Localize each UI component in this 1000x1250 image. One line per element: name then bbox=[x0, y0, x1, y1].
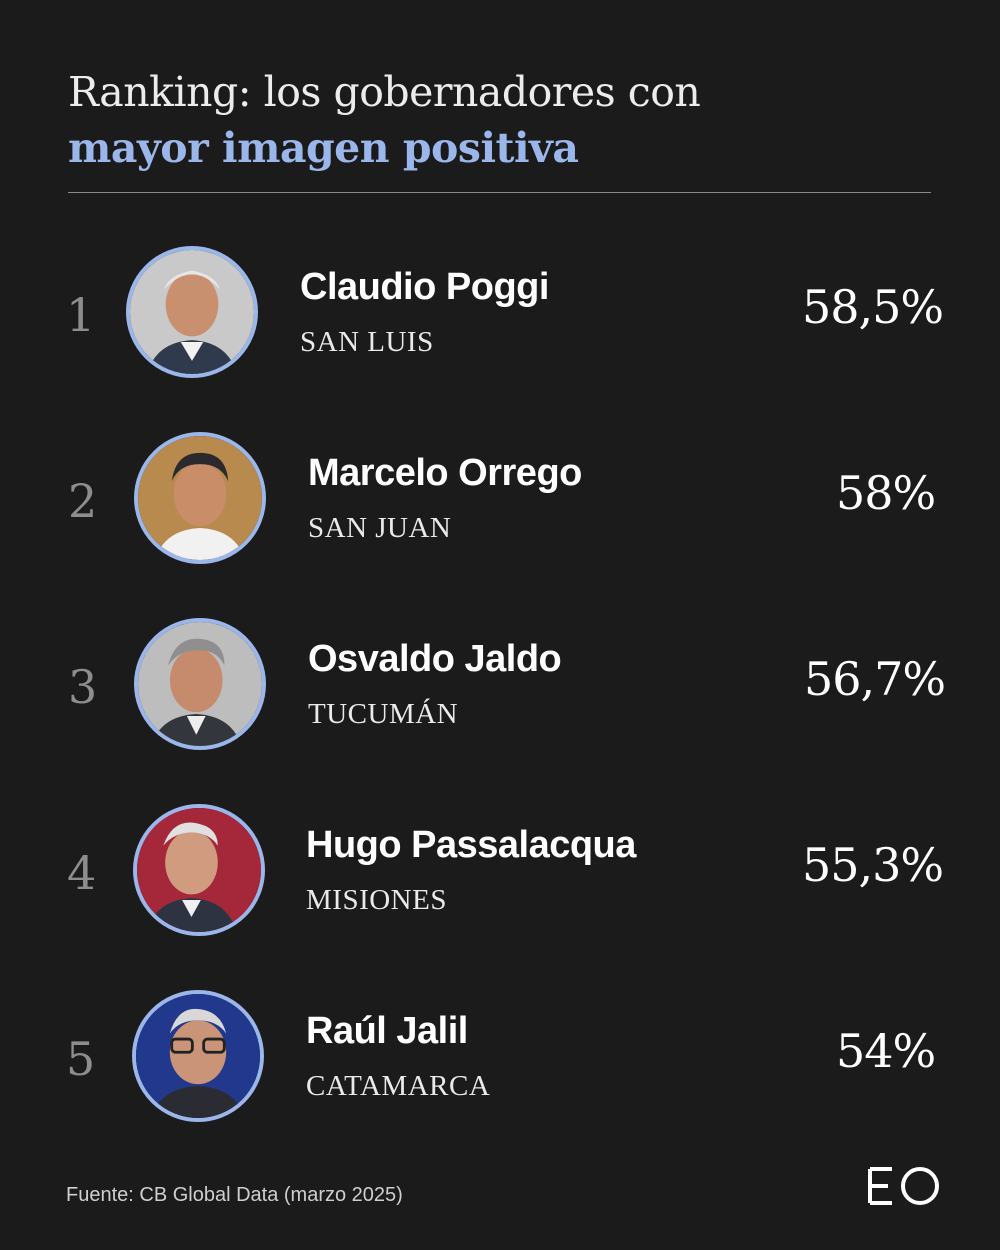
title-divider bbox=[68, 192, 931, 193]
avatar-photo bbox=[133, 804, 265, 936]
avatar-photo bbox=[126, 246, 258, 378]
page-title: Ranking: los gobernadores con mayor imag… bbox=[68, 64, 701, 176]
avatar-photo bbox=[134, 618, 266, 750]
ranking-row-3: 3 Osvaldo Jaldo TUCUMÁN 56,7% bbox=[0, 618, 1000, 768]
ranking-row-1: 1 Claudio Poggi SAN LUIS 58,5% bbox=[0, 246, 1000, 396]
rank-number: 4 bbox=[67, 846, 97, 900]
eo-logo bbox=[868, 1167, 939, 1205]
avatar-photo bbox=[134, 432, 266, 564]
title-line-2-highlight: mayor imagen positiva bbox=[68, 124, 579, 172]
rank-number: 1 bbox=[66, 288, 96, 342]
portrait-icon bbox=[130, 250, 254, 374]
rank-number: 5 bbox=[66, 1032, 96, 1086]
portrait-icon bbox=[138, 622, 262, 746]
approval-value: 58,5% bbox=[802, 280, 944, 334]
governor-name: Raúl Jalil bbox=[306, 1010, 468, 1052]
governor-name: Osvaldo Jaldo bbox=[308, 638, 562, 680]
governor-name: Claudio Poggi bbox=[300, 266, 549, 308]
province-label: SAN LUIS bbox=[300, 326, 434, 358]
province-label: TUCUMÁN bbox=[308, 698, 459, 730]
ranking-row-4: 4 Hugo Passalacqua MISIONES 55,3% bbox=[0, 804, 1000, 954]
source-note: Fuente: CB Global Data (marzo 2025) bbox=[66, 1184, 403, 1206]
portrait-icon bbox=[138, 436, 262, 560]
governor-name: Hugo Passalacqua bbox=[306, 824, 636, 866]
governor-name: Marcelo Orrego bbox=[308, 452, 582, 494]
ranking-row-5: 5 Raúl Jalil CATAMARCA 54% bbox=[0, 990, 1000, 1140]
province-label: CATAMARCA bbox=[306, 1070, 491, 1102]
province-label: MISIONES bbox=[306, 884, 447, 916]
title-line-1: Ranking: los gobernadores con bbox=[68, 68, 701, 116]
avatar-photo bbox=[132, 990, 264, 1122]
approval-value: 58% bbox=[836, 466, 936, 520]
approval-value: 55,3% bbox=[802, 838, 944, 892]
ranking-row-2: 2 Marcelo Orrego SAN JUAN 58% bbox=[0, 432, 1000, 582]
approval-value: 56,7% bbox=[804, 652, 946, 706]
portrait-icon bbox=[136, 994, 260, 1118]
approval-value: 54% bbox=[836, 1024, 936, 1078]
rank-number: 2 bbox=[68, 474, 98, 528]
rank-number: 3 bbox=[68, 660, 98, 714]
province-label: SAN JUAN bbox=[308, 512, 452, 544]
portrait-icon bbox=[137, 808, 261, 932]
